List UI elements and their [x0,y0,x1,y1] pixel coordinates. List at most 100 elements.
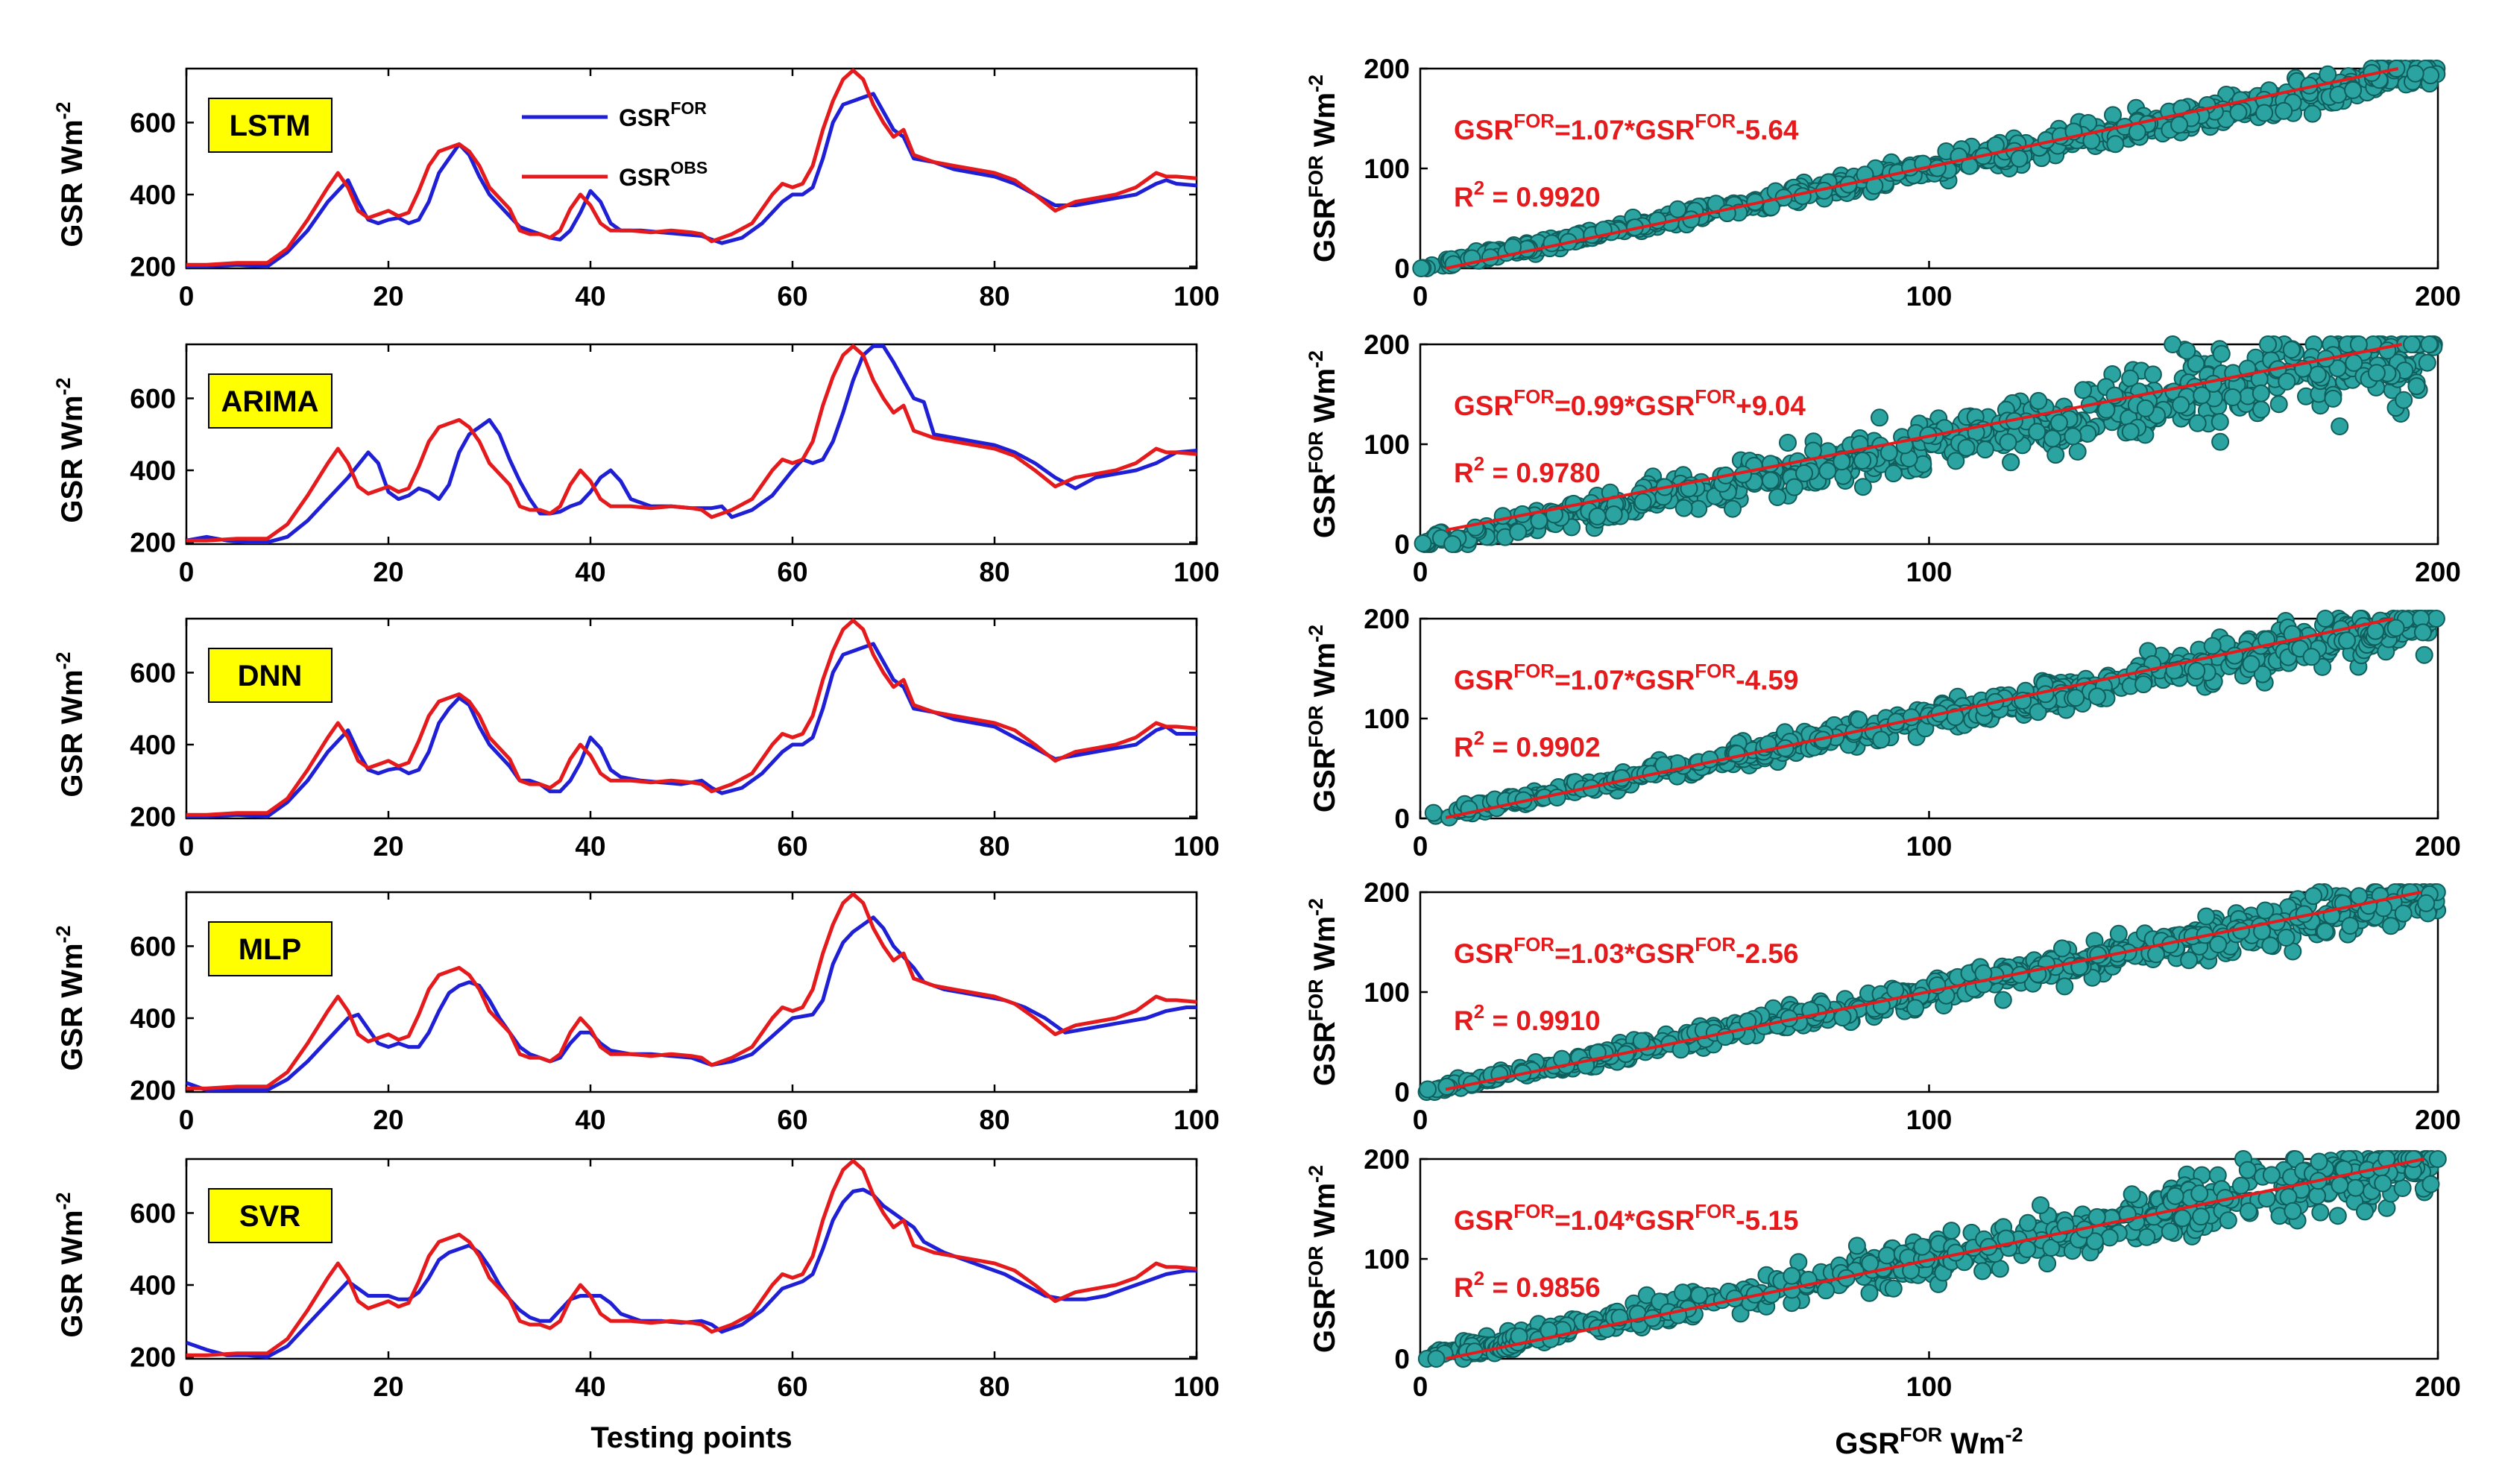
scatter-x-axis-label-part: -2 [2005,1424,2023,1446]
observed-line [186,1159,1197,1357]
r-squared-label-part: R [1454,458,1474,488]
fit-equation: GSRFOR=1.04*GSRFOR-5.15 [1454,1200,1799,1236]
fit-equation-part: FOR [1513,933,1554,956]
fit-equation-part: =0.99*GSR [1554,391,1695,421]
scatter-point [2128,123,2146,142]
y-tick-label: 100 [1364,1244,1410,1275]
model-label-box [208,98,333,153]
y-axis-label-part: GSR Wm [56,1210,89,1337]
y-tick-label: 200 [1364,877,1410,908]
scatter-point [2197,907,2216,926]
y-axis-label: GSR Wm-2 [52,925,89,1070]
scatter-point [2223,388,2242,406]
y-axis-label-part: -2 [52,101,75,119]
series-axes-svr: 0 20 40 60 80 100 200 400 600 GSR Wm-2 SVR [52,1158,1220,1402]
x-tick-label: 100 [1906,831,1953,862]
x-tick-label: 200 [2415,557,2461,587]
scatter-point [1761,471,1780,490]
y-tick-label: 100 [1364,154,1410,184]
legend-entry: GSRFOR [619,98,707,131]
fit-equation-part: GSR [1454,1205,1513,1236]
scatter-point [1906,999,1924,1017]
y-axis-label: GSRFOR Wm-2 [1305,75,1341,262]
scatter-point [2329,86,2348,104]
r-squared-label: R2 = 0.9902 [1454,727,1601,762]
scatter-point [2393,1179,2412,1197]
scatter-point [1412,259,1431,277]
scatter-point [2106,135,2125,154]
y-axis-label-part: -2 [52,377,75,395]
scatter-point [2331,417,2349,435]
model-label-box [208,1188,333,1243]
scatter-point [2085,1232,2104,1251]
model-label: MLP [239,933,301,966]
fit-equation-part: FOR [1513,385,1554,408]
scatter-point [2386,619,2405,637]
scatter-point [2420,335,2439,353]
y-tick-label: 200 [130,252,176,282]
r-squared-label-part: R [1454,182,1474,212]
scatter-point [2367,364,2386,382]
scatter-point [2088,687,2106,706]
x-tick-label: 0 [1413,281,1428,312]
scatter-point [2381,917,2400,935]
x-tick-label: 80 [979,1371,1009,1402]
x-tick-label: 0 [1413,1105,1428,1135]
scatter-point [1991,1260,2009,1278]
scatter-point [2064,427,2082,446]
y-tick-label: 200 [130,802,176,833]
y-axis-label: GSRFOR Wm-2 [1305,1165,1341,1353]
scatter-point [1783,1266,1801,1285]
scatter-point [1884,1279,1903,1298]
scatter-point [2427,610,2445,628]
y-axis-label-part: -2 [1305,898,1327,916]
x-tick-label: 20 [373,1105,403,1135]
y-axis-label-part: FOR [1305,155,1327,198]
scatter-point [1466,518,1484,537]
scatter-point [1818,461,1837,480]
x-tick-label: 60 [777,281,807,312]
scatter-point [2324,389,2342,408]
x-tick-label: 100 [1906,1371,1953,1402]
y-axis-label-part: Wm [1308,368,1341,431]
scatter-point [1727,745,1746,763]
fit-equation-part: -2.56 [1736,938,1798,969]
scatter-point [2350,887,2369,906]
r-squared-label-part: 2 [1474,452,1484,475]
scatter-point [2038,1254,2057,1273]
scatter-point [1669,200,1687,218]
y-tick-label: 400 [130,455,176,486]
scatter-point [1633,493,1652,511]
scatter-point [2055,977,2074,996]
y-axis-label-part: GSR Wm [56,119,89,247]
y-axis-label: GSR Wm-2 [52,377,89,522]
scatter-point [1530,511,1548,530]
x-tick-label: 20 [373,1371,403,1402]
fit-equation-part: FOR [1695,110,1736,132]
y-tick-label: 400 [130,1003,176,1034]
scatter-point [2259,335,2277,353]
x-tick-label: 100 [1906,281,1953,312]
scatter-point [2192,1207,2211,1226]
y-tick-label: 100 [1364,429,1410,460]
scatter-point [2029,391,2048,410]
scatter-point [1884,464,1903,483]
scatter-point [1543,234,1561,253]
x-tick-label: 0 [179,281,195,312]
x-tick-label: 80 [979,557,1009,587]
scatter-point [2079,424,2097,443]
fit-line [1445,343,2402,532]
scatter-point [1999,433,2017,452]
y-tick-label: 0 [1394,529,1410,560]
y-tick-label: 600 [130,383,176,414]
x-tick-label: 40 [575,831,605,862]
y-tick-label: 0 [1394,803,1410,834]
scatter-point [1414,534,1432,552]
forecast-line [186,915,1197,1092]
y-tick-label: 600 [130,1198,176,1228]
scatter-point [2010,149,2029,168]
